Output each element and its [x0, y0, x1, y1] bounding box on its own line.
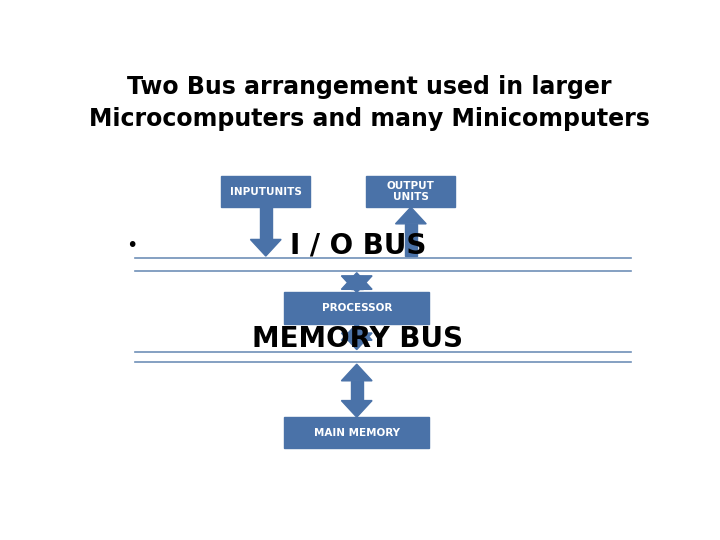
- Polygon shape: [260, 207, 272, 239]
- Polygon shape: [351, 381, 363, 401]
- Text: MEMORY BUS: MEMORY BUS: [252, 325, 464, 353]
- Polygon shape: [405, 224, 417, 256]
- Polygon shape: [351, 276, 363, 289]
- Polygon shape: [341, 333, 372, 349]
- Polygon shape: [341, 364, 372, 381]
- FancyBboxPatch shape: [221, 176, 310, 207]
- FancyBboxPatch shape: [284, 417, 429, 448]
- Polygon shape: [351, 333, 363, 340]
- Polygon shape: [341, 323, 372, 340]
- Text: INPUTUNITS: INPUTUNITS: [230, 187, 302, 197]
- Polygon shape: [341, 401, 372, 417]
- Polygon shape: [341, 273, 372, 289]
- Text: MAIN MEMORY: MAIN MEMORY: [314, 428, 400, 438]
- Polygon shape: [395, 207, 426, 224]
- FancyBboxPatch shape: [366, 176, 456, 207]
- Text: •: •: [126, 236, 138, 255]
- FancyBboxPatch shape: [284, 293, 429, 323]
- Text: OUTPUT
UNITS: OUTPUT UNITS: [387, 181, 435, 202]
- Polygon shape: [341, 276, 372, 293]
- Text: PROCESSOR: PROCESSOR: [322, 303, 392, 313]
- Polygon shape: [251, 239, 281, 256]
- Text: Two Bus arrangement used in larger
Microcomputers and many Minicomputers: Two Bus arrangement used in larger Micro…: [89, 75, 649, 131]
- Text: I / O BUS: I / O BUS: [289, 232, 426, 260]
